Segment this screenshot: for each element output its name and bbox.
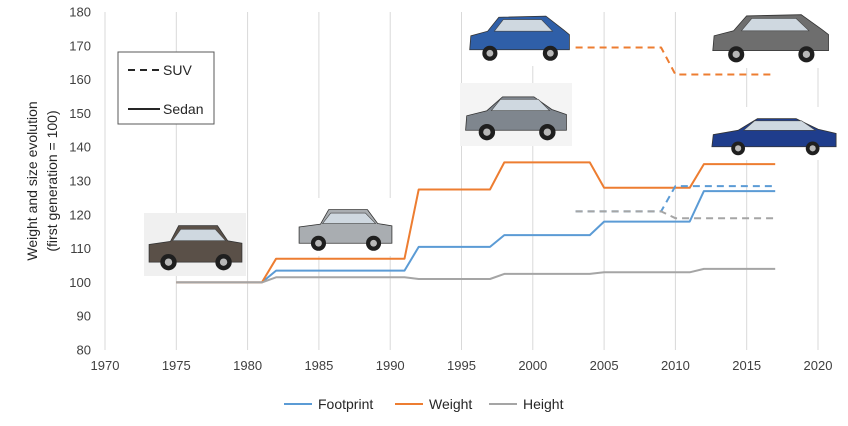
car-photo-2003-suv <box>463 8 575 66</box>
x-tick-label-1995: 1995 <box>447 358 476 373</box>
x-tick-label-1990: 1990 <box>376 358 405 373</box>
x-tick-label-2000: 2000 <box>518 358 547 373</box>
x-tick-label-1980: 1980 <box>233 358 262 373</box>
car-hubcap <box>370 239 377 247</box>
y-tick-label-80: 80 <box>77 343 91 358</box>
style-legend-sedan-label: Sedan <box>163 101 203 117</box>
car-hubcap <box>315 239 322 247</box>
y-tick-label-110: 110 <box>70 241 91 256</box>
y-tick-label-100: 100 <box>69 275 91 290</box>
car-photo-1998-sedan <box>460 83 572 146</box>
y-axis-title: Weight and size evolution <box>24 101 40 260</box>
style-legend: SUV Sedan <box>117 51 215 125</box>
car-windows <box>321 212 377 224</box>
car-hubcap <box>483 128 491 136</box>
style-legend-box <box>117 51 215 125</box>
x-tick-label-2020: 2020 <box>804 358 833 373</box>
y-tick-label-170: 170 <box>69 38 91 53</box>
car-hubcap <box>732 50 740 58</box>
legend-weight-label: Weight <box>429 396 472 412</box>
series-legend: Footprint Weight Height <box>284 396 564 412</box>
x-tick-label-1975: 1975 <box>162 358 191 373</box>
x-tick-label-2010: 2010 <box>661 358 690 373</box>
car-windows <box>493 19 554 32</box>
legend-height-label: Height <box>523 396 564 412</box>
style-legend-suv-label: SUV <box>163 62 192 78</box>
y-tick-label-180: 180 <box>69 5 91 20</box>
car-photo-2010-suv <box>705 6 835 68</box>
car-hubcap <box>543 128 552 136</box>
car-photo-2012-sedan <box>705 107 843 160</box>
x-tick-label-1970: 1970 <box>91 358 120 373</box>
car-windows <box>740 18 810 32</box>
series-line-weight-solid <box>176 161 776 284</box>
x-tick-label-2005: 2005 <box>590 358 619 373</box>
car-hubcap <box>486 49 494 57</box>
car-photos <box>144 6 843 276</box>
car-hubcap <box>546 49 554 57</box>
car-photo-1982-sedan <box>294 198 396 256</box>
series-line-height-solid <box>176 267 776 284</box>
series-lines <box>176 46 776 284</box>
y-tick-label-130: 130 <box>69 174 91 189</box>
car-hubcap <box>164 258 173 266</box>
x-tick-label-2015: 2015 <box>732 358 761 373</box>
axes: 1970 1975 1980 1985 1990 1995 2000 2005 2010 2015… <box>69 5 832 374</box>
series-line-footprint-solid <box>176 190 776 284</box>
y-axis-subtitle: (first generation = 100) <box>44 110 60 251</box>
car-windows <box>171 229 227 242</box>
x-tick-label-1985: 1985 <box>304 358 333 373</box>
car-hubcap <box>802 50 811 58</box>
y-tick-label-90: 90 <box>77 309 91 324</box>
car-photo-1975-sedan <box>144 213 246 276</box>
y-tick-label-160: 160 <box>69 72 91 87</box>
car-hubcap <box>735 145 742 152</box>
legend-footprint-label: Footprint <box>318 396 373 412</box>
series-line-height-dashed <box>575 210 776 220</box>
car-hubcap <box>219 258 228 266</box>
y-tick-label-140: 140 <box>69 140 91 155</box>
car-windows <box>490 99 551 112</box>
y-tick-label-120: 120 <box>69 207 91 222</box>
series-line-weight-dashed <box>575 46 776 76</box>
car-windows <box>742 120 817 131</box>
car-hubcap <box>809 145 816 152</box>
y-tick-label-150: 150 <box>69 106 91 121</box>
